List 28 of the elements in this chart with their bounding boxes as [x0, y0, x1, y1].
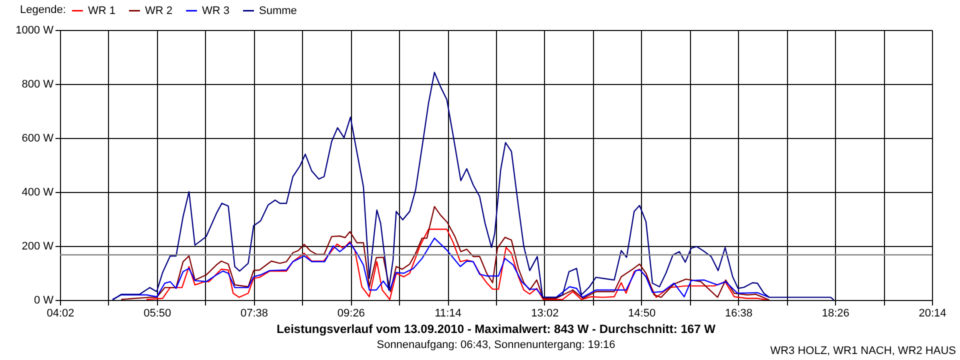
y-tick-label: 0 W — [34, 294, 54, 306]
line-series — [112, 238, 770, 300]
x-tick-label: 11:14 — [434, 308, 462, 320]
y-tick-label: 400 W — [22, 186, 54, 198]
y-tick-label: 600 W — [22, 132, 54, 144]
text: Leistungsverlauf vom 13.09.2010 - Maximalwert: 843 W - Durchschnitt: 167 W — [276, 322, 716, 336]
line-series — [120, 206, 770, 300]
text: WR3 HOLZ, WR1 NACH, WR2 HAUS — [770, 345, 956, 357]
x-tick-label: 18:26 — [822, 308, 850, 320]
y-tick-label: 1000 W — [16, 24, 54, 36]
x-tick-label: 13:02 — [531, 308, 559, 320]
text: Sonnenaufgang: 06:43, Sonnenuntergang: 19:16 — [376, 339, 616, 351]
legend-label: WR 2 — [145, 4, 172, 17]
x-tick-label: 07:38 — [240, 308, 268, 320]
legend-label: Summe — [259, 4, 297, 17]
legend-title: Legende: — [20, 4, 66, 16]
line-series — [112, 72, 834, 300]
y-tick-label: 200 W — [22, 240, 54, 252]
x-tick-label: 20:14 — [918, 308, 946, 320]
x-tick-label: 14:50 — [628, 308, 656, 320]
legend-label: WR 3 — [202, 4, 230, 17]
line-series — [146, 228, 768, 300]
x-tick-label: 09:26 — [337, 308, 365, 320]
x-tick-label: 04:02 — [46, 308, 74, 320]
legend-label: WR 1 — [88, 4, 116, 17]
x-tick-label: 05:50 — [144, 308, 172, 320]
y-tick-label: 800 W — [22, 78, 54, 90]
x-tick-label: 16:38 — [724, 308, 752, 320]
